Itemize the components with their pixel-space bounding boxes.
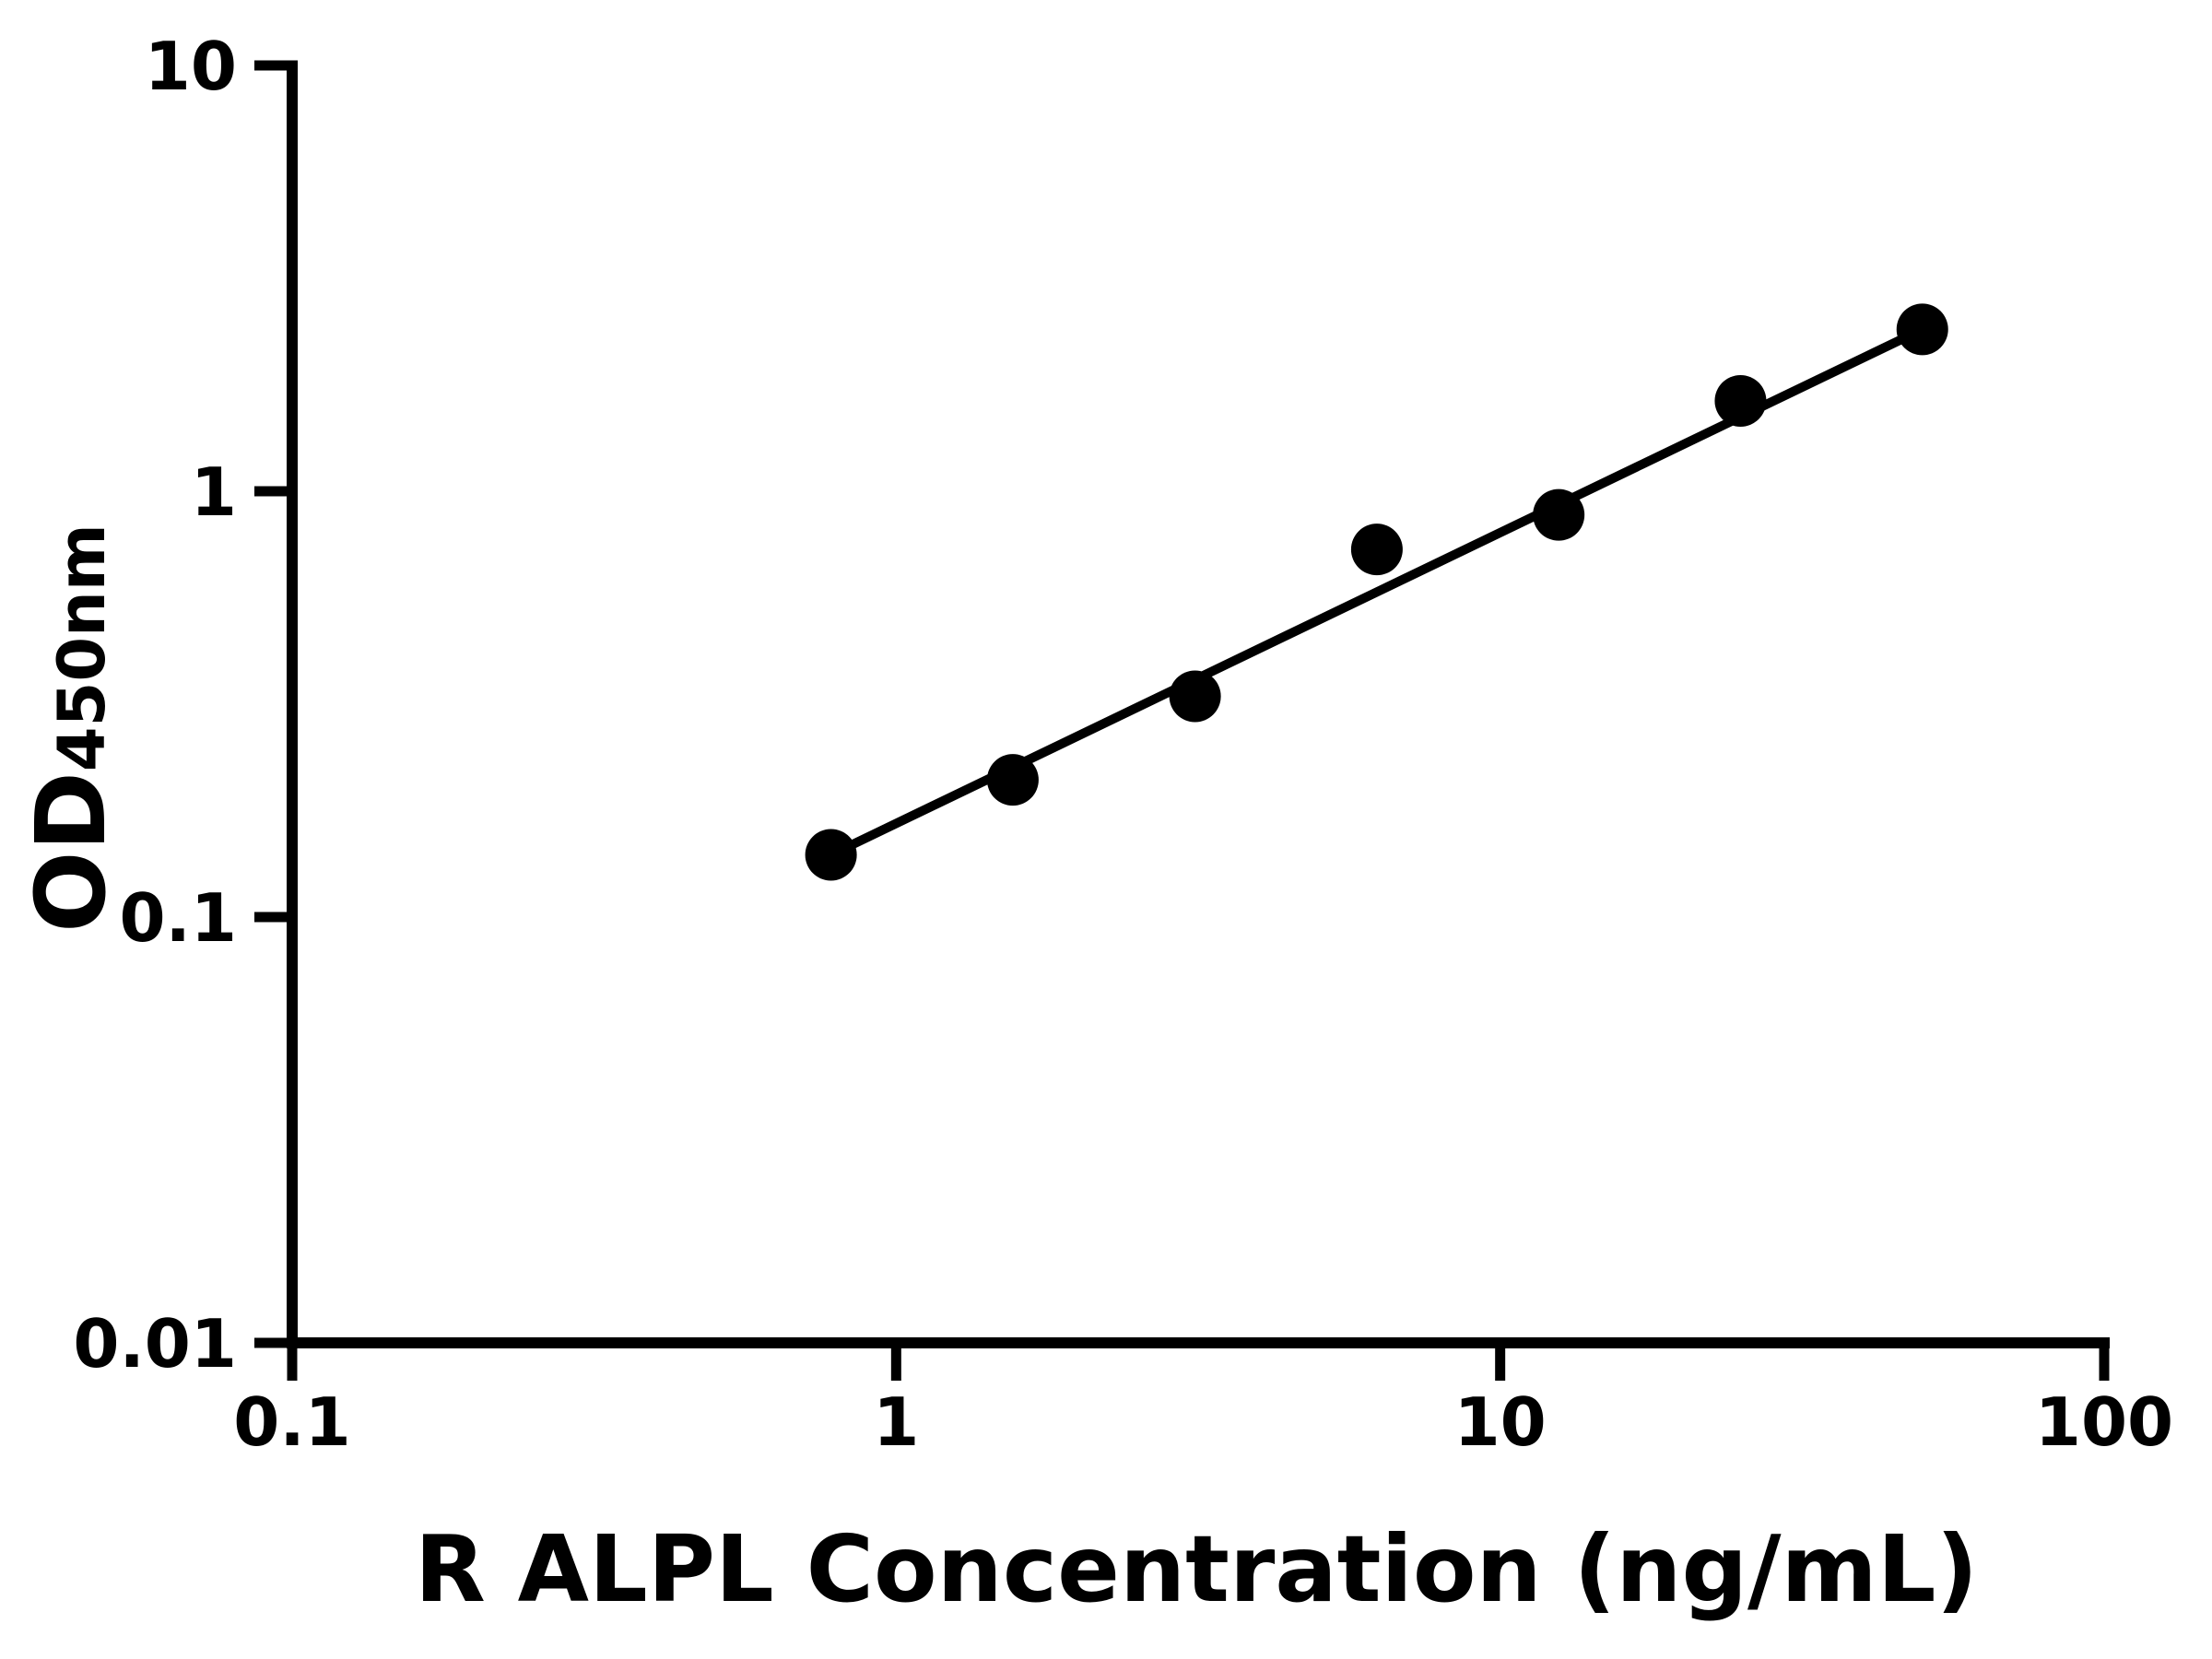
x-tick-label: 100	[2035, 1383, 2173, 1461]
data-point	[805, 829, 857, 881]
y-tick-label: 10	[145, 28, 237, 105]
y-axis-title-main: OD	[15, 771, 127, 933]
data-point	[1533, 488, 1585, 541]
y-tick-label: 1	[191, 453, 237, 531]
y-axis-title: OD450nm	[15, 524, 127, 933]
y-axis-title-subscript: 450nm	[44, 524, 120, 771]
data-point	[986, 754, 1039, 806]
data-point	[1350, 524, 1403, 576]
y-tick-label: 0.01	[73, 1305, 237, 1382]
y-tick-label: 0.1	[119, 879, 237, 957]
x-axis-title: R ALPL Concentration (ng/mL)	[415, 1515, 1978, 1623]
data-series-layer	[805, 303, 1948, 881]
data-point	[1896, 303, 1948, 356]
data-point	[1169, 670, 1221, 723]
x-tick-label: 10	[1454, 1383, 1547, 1461]
data-point	[1714, 374, 1767, 427]
x-tick-label: 0.1	[233, 1383, 351, 1461]
x-tick-label: 1	[873, 1383, 919, 1461]
